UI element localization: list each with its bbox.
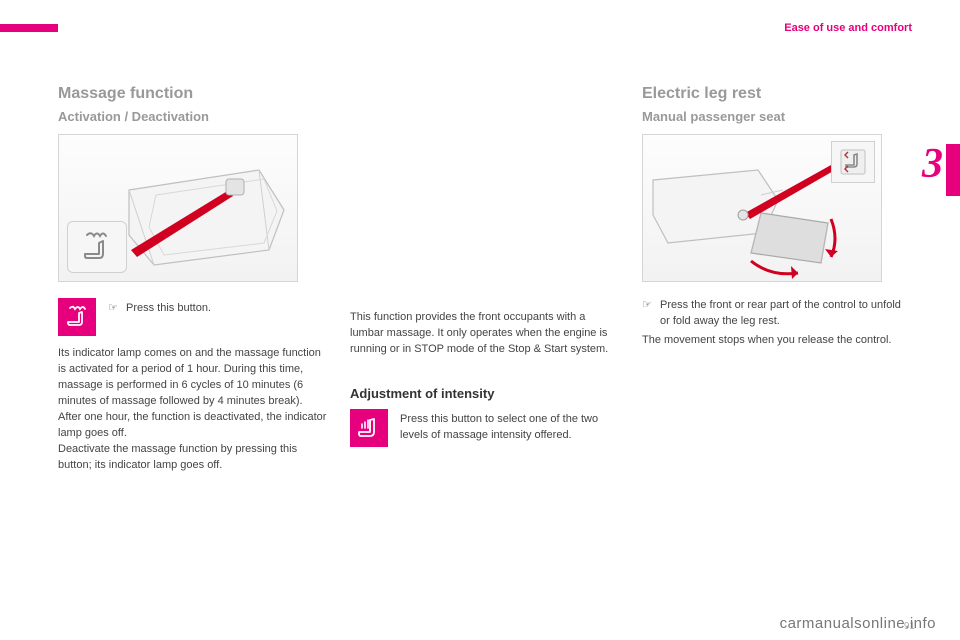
middle-spacer [350,85,620,310]
legrest-subtitle: Manual passenger seat [642,109,912,124]
massage-icon-box [58,298,96,336]
page-category: Ease of use and comfort [784,22,912,34]
legrest-title: Electric leg rest [642,85,912,103]
intensity-row: Press this button to select one of the t… [350,409,620,447]
legrest-control-icon [838,147,868,177]
col-middle: This function provides the front occupan… [350,85,620,474]
col-left: Massage function Activation / Deactivati… [58,85,328,474]
press-button-text-wrap: Press this button. [108,298,211,320]
intensity-text: Press this button to select one of the t… [400,412,620,444]
side-accent-tab [946,144,960,196]
intensity-text-wrap: Press this button to select one of the t… [400,409,620,444]
press-button-bullet: Press this button. [108,301,211,317]
intensity-title: Adjustment of intensity [350,386,620,401]
figure-legrest [642,134,882,282]
massage-button-inset [67,221,127,273]
massage-subtitle: Activation / Deactivation [58,109,328,124]
press-button-row: Press this button. [58,298,328,336]
massage-paragraph: Its indicator lamp comes on and the mass… [58,346,328,474]
chapter-number: 3 [922,140,943,188]
legrest-bullet: Press the front or rear part of the cont… [642,298,912,330]
top-accent-stripe [0,24,58,32]
massage-seat-icon [63,303,91,331]
legrest-bullet-list: Press the front or rear part of the cont… [642,298,912,330]
legrest-para: The movement stops when you release the … [642,333,912,349]
main-content: Massage function Activation / Deactivati… [58,85,912,474]
massage-icon [77,229,117,265]
col-right: Electric leg rest Manual passenger seat [642,85,912,474]
massage-title: Massage function [58,85,328,103]
function-intro: This function provides the front occupan… [350,310,620,358]
intensity-icon-box [350,409,388,447]
watermark: carmanualsonline.info [780,615,936,632]
intensity-icon [355,414,383,442]
legrest-button-inset [831,141,875,183]
figure-massage [58,134,298,282]
